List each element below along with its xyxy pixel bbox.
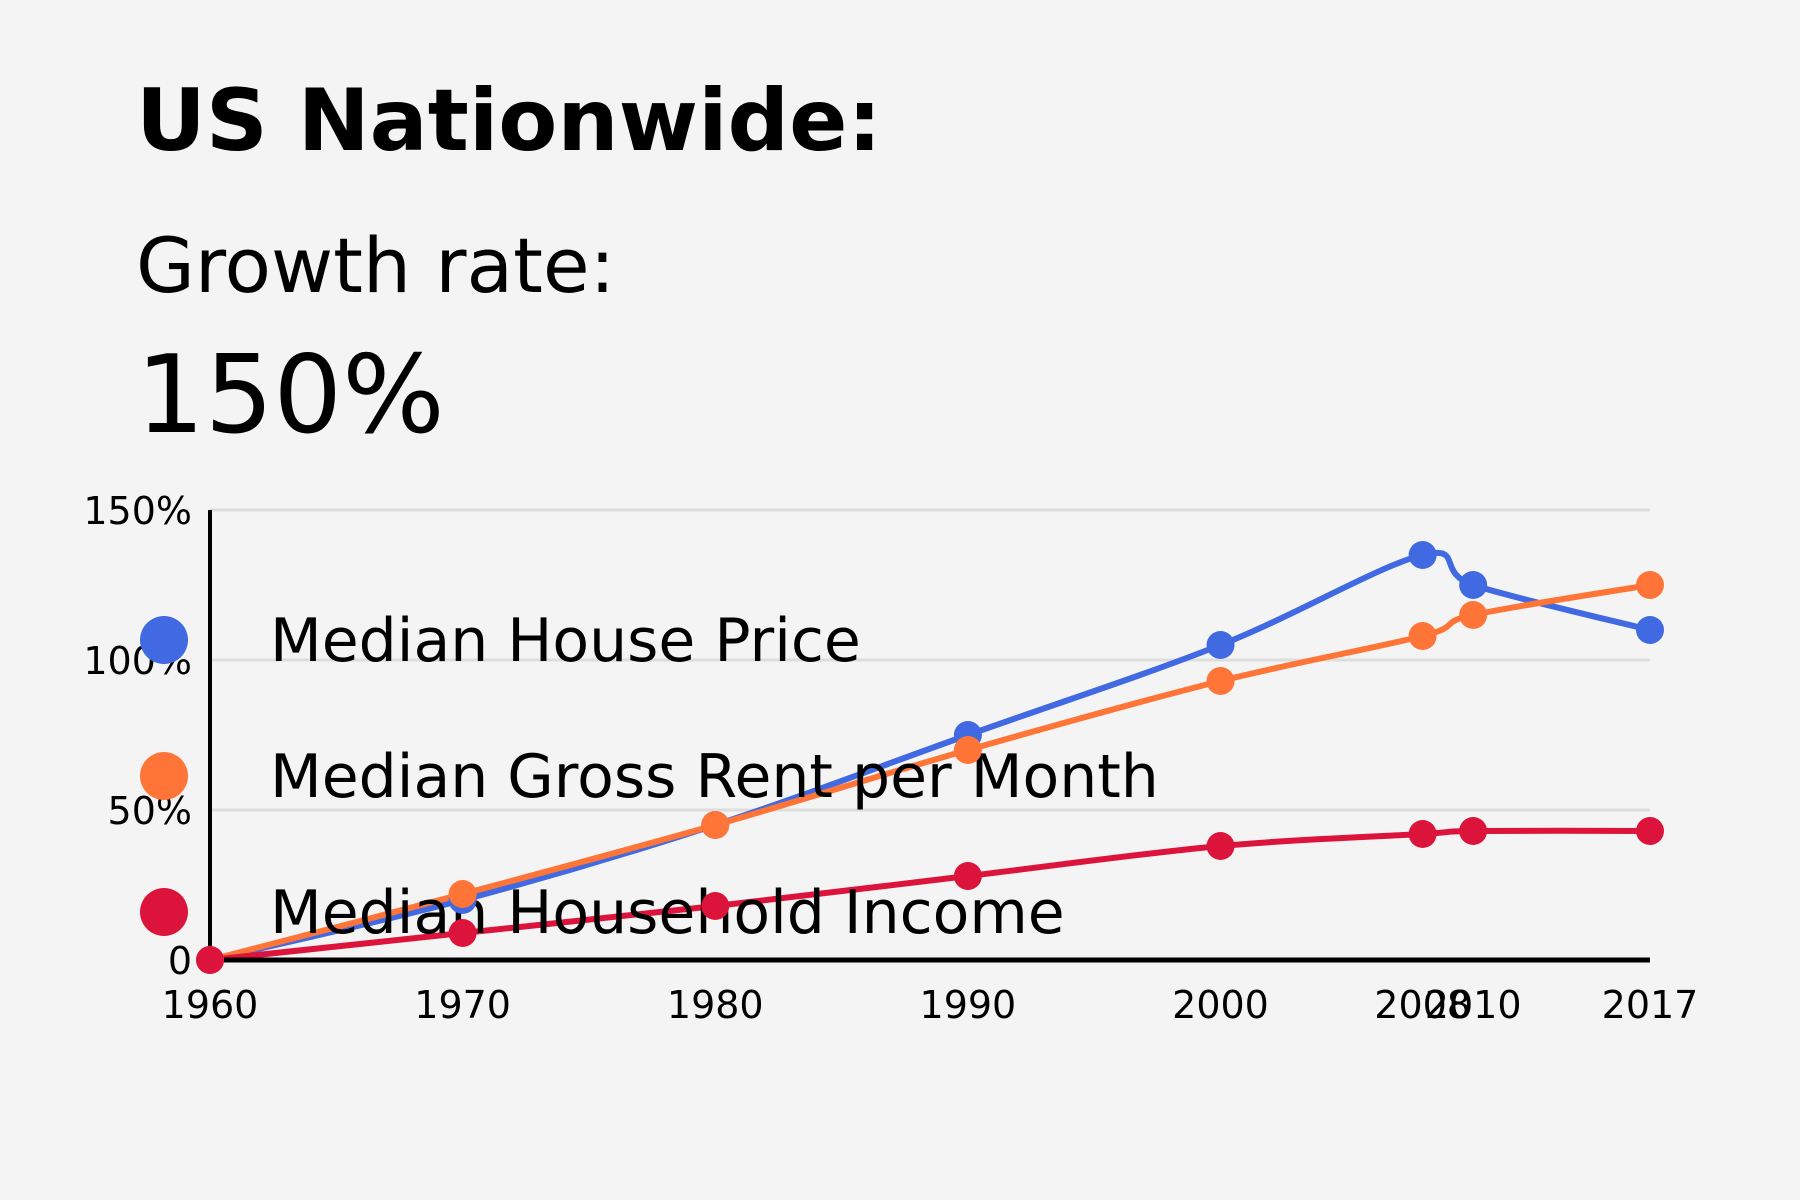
data-point	[1459, 571, 1488, 599]
data-point	[1459, 817, 1488, 845]
data-point	[1636, 817, 1664, 845]
y-tick-label: 0	[168, 939, 192, 983]
x-tick-label: 1980	[667, 983, 764, 1027]
data-point	[701, 811, 730, 839]
data-point	[1636, 571, 1664, 599]
data-point	[1206, 631, 1235, 659]
x-tick-label: 1970	[414, 983, 511, 1027]
data-point	[1206, 832, 1235, 860]
page-title: US Nationwide:	[136, 71, 882, 171]
x-tick-label: 1990	[920, 983, 1017, 1027]
legend-label: Median House Price	[270, 606, 861, 676]
x-tick-label: 2017	[1602, 983, 1699, 1027]
x-tick-label: 1960	[162, 983, 259, 1027]
data-point	[1408, 541, 1437, 569]
data-point	[953, 862, 982, 890]
legend-swatch	[140, 616, 188, 664]
data-point	[1459, 601, 1488, 629]
data-point	[1636, 616, 1664, 644]
data-points	[196, 541, 1664, 974]
data-point	[1408, 622, 1437, 650]
legend-swatch	[140, 888, 188, 936]
tick-labels: 050%100%150%1960 1970 1980 1990 2000 20082010…	[83, 489, 1698, 1027]
growth-rate-value: 150%	[136, 333, 445, 458]
data-point	[448, 919, 477, 947]
legend-swatch	[140, 752, 188, 800]
legend: Median House Price Median Gross Rent per …	[140, 606, 1159, 948]
axes	[208, 510, 1650, 963]
data-point	[953, 736, 982, 764]
data-point	[1408, 820, 1437, 848]
data-point	[1206, 667, 1235, 695]
x-tick-label: 2000	[1172, 983, 1269, 1027]
data-point	[701, 892, 730, 920]
x-tick-label: 2010	[1425, 983, 1522, 1027]
x-tick-label: 2008	[1374, 983, 1471, 1027]
legend-label: Median Household Income	[270, 878, 1065, 948]
y-tick-label: 50%	[108, 789, 192, 833]
legend-label: Median Gross Rent per Month	[270, 742, 1159, 812]
data-point	[196, 946, 224, 974]
growth-rate-label: Growth rate:	[136, 221, 616, 310]
y-tick-label: 150%	[83, 489, 192, 533]
data-point	[448, 880, 477, 908]
grid-lines	[210, 508, 1650, 812]
